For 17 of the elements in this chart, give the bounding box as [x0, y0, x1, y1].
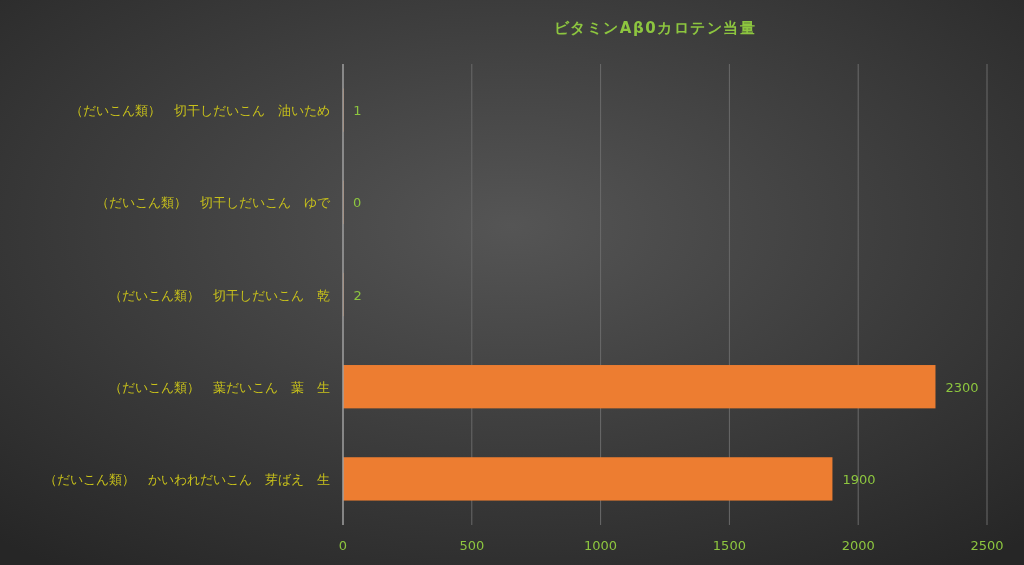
y-tick-label: （だいこん類） 切干しだいこん 乾: [109, 287, 330, 303]
data-label: 1900: [842, 471, 876, 487]
x-tick-label: 1000: [584, 538, 618, 553]
x-tick-label: 2000: [841, 538, 875, 553]
y-tick-label: （だいこん類） かいわれだいこん 芽ばえ 生: [44, 471, 330, 487]
x-tick-label: 0: [338, 538, 348, 553]
y-tick-label: （だいこん類） 切干しだいこん 油いため: [70, 103, 330, 119]
chart-title: ビタミンAβ0カロテン当量: [553, 19, 757, 37]
data-label: 1: [353, 103, 362, 119]
x-tick-label: 2500: [970, 538, 1004, 553]
x-tick-label: 1500: [712, 538, 746, 553]
data-label: 2300: [945, 379, 979, 395]
y-tick-label: （だいこん類） 切干しだいこん ゆで: [96, 195, 331, 211]
data-label: 0: [353, 195, 362, 211]
x-tick-label: 500: [459, 538, 485, 553]
y-tick-label: （だいこん類） 葉だいこん 葉 生: [109, 379, 330, 395]
data-label: 2: [353, 287, 362, 303]
